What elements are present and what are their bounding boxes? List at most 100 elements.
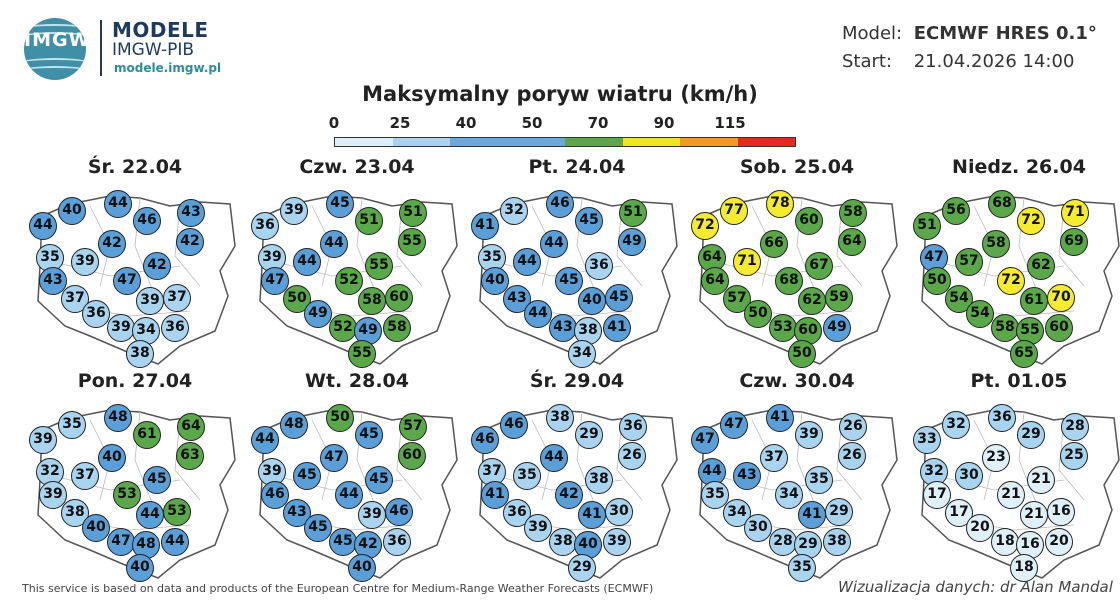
station-marker: 26	[839, 413, 867, 441]
station-marker: 60	[385, 284, 413, 312]
station-marker: 40	[578, 287, 606, 315]
start-label: Start:	[842, 51, 893, 72]
station-marker: 62	[798, 287, 826, 315]
station-marker: 69	[1060, 228, 1088, 256]
station-marker: 58	[383, 314, 411, 342]
scale-segment	[392, 138, 450, 146]
station-marker: 53	[113, 481, 141, 509]
ecmwf-attribution: This service is based on data and produc…	[22, 582, 654, 595]
station-marker: 44	[335, 481, 363, 509]
model-info: Model: ECMWF HRES 0.1° Start: 21.04.2026…	[842, 20, 1097, 76]
station-marker: 18	[1010, 554, 1038, 582]
station-marker: 30	[744, 514, 772, 542]
station-marker: 36	[619, 413, 647, 441]
station-marker: 39	[603, 528, 631, 556]
station-marker: 67	[805, 252, 833, 280]
station-marker: 44	[320, 230, 348, 258]
province-border	[616, 205, 643, 287]
forecast-panel: Śr. 22.04 40 44 46 43 44 42 42 35 39 47 42 43 37 39 37 3…	[29, 156, 240, 371]
station-marker: 20	[966, 514, 994, 542]
station-marker: 78	[766, 190, 794, 218]
logo-subtitle: IMGW-PIB	[112, 40, 195, 60]
poland-map: 32 36 29 28 33 23 25 32 30 21 21 17 17 21 16 20 18 16 20 18	[913, 400, 1120, 582]
station-marker: 44	[293, 248, 321, 276]
station-marker: 55	[348, 340, 376, 368]
panel-date-title: Pt. 01.05	[970, 370, 1068, 392]
station-marker: 42	[176, 228, 204, 256]
poland-map: 39 45 51 51 36 44 55 39 44 52 55 47 50 58 60 49 52 49 58 55	[251, 186, 462, 368]
station-marker: 60	[1045, 314, 1073, 342]
station-marker: 51	[355, 207, 383, 235]
forecast-panel: Pt. 24.04 32 46 45 51 41 44 49 35 44 45 36 40 43 40 45 4…	[471, 156, 682, 371]
station-marker: 36	[82, 300, 110, 328]
station-marker: 35	[513, 462, 541, 490]
station-marker: 48	[104, 404, 132, 432]
station-marker: 60	[398, 442, 426, 470]
panel-date-title: Czw. 23.04	[299, 156, 415, 178]
station-marker: 57	[955, 248, 983, 276]
scale-segment	[622, 138, 680, 146]
station-marker: 38	[549, 528, 577, 556]
forecast-panel: Sob. 25.04 77 78 60 58 72 66 64 64 71 68 67 64 57 62 59…	[691, 156, 902, 371]
scale-segment	[507, 138, 565, 146]
station-marker: 36	[503, 499, 531, 527]
station-marker: 16	[1016, 531, 1044, 559]
station-marker: 62	[1027, 252, 1055, 280]
station-marker: 38	[126, 340, 154, 368]
page-title: Maksymalny poryw wiatru (km/h)	[362, 82, 758, 106]
station-marker: 35	[788, 554, 816, 582]
station-marker: 44	[29, 212, 57, 240]
station-marker: 28	[769, 528, 797, 556]
station-marker: 64	[701, 267, 729, 295]
model-label: Model:	[842, 23, 903, 44]
station-marker: 50	[923, 267, 951, 295]
scale-segment	[450, 138, 508, 146]
station-marker: 55	[398, 228, 426, 256]
station-marker: 45	[326, 190, 354, 218]
station-marker: 39	[795, 421, 823, 449]
logo-url-link[interactable]: modele.imgw.pl	[114, 61, 222, 75]
station-marker: 46	[546, 190, 574, 218]
station-marker: 40	[126, 554, 154, 582]
station-marker: 39	[107, 314, 135, 342]
author-credit: Wizualizacja danych: dr Alan Mandal	[838, 578, 1113, 596]
station-marker: 55	[365, 252, 393, 280]
forecast-panel: Czw. 23.04 39 45 51 51 36 44 55 39 44 52 55 47 50 58 60…	[251, 156, 462, 371]
station-marker: 35	[36, 244, 64, 272]
station-marker: 46	[385, 498, 413, 526]
station-marker: 58	[982, 230, 1010, 258]
station-marker: 35	[58, 411, 86, 439]
station-marker: 39	[358, 501, 386, 529]
station-marker: 45	[355, 421, 383, 449]
logo-divider	[100, 20, 102, 76]
station-marker: 36	[251, 212, 279, 240]
station-marker: 57	[399, 413, 427, 441]
station-marker: 47	[691, 426, 719, 454]
province-border	[836, 205, 863, 287]
station-marker: 36	[383, 528, 411, 556]
station-marker: 25	[1060, 442, 1088, 470]
panel-date-title: Pt. 24.04	[528, 156, 626, 178]
scale-segment	[565, 138, 623, 146]
station-marker: 36	[988, 404, 1016, 432]
poland-map: 47 41 39 26 47 37 26 44 43 34 35 35 34 41 29 30 28 29 38 35	[691, 400, 902, 582]
panel-date-title: Wt. 28.04	[305, 370, 409, 392]
station-marker: 40	[98, 444, 126, 472]
scale-tick-label: 25	[389, 114, 411, 132]
station-marker: 38	[823, 528, 851, 556]
scale-segment	[737, 138, 795, 146]
poland-map: 56 68 72 71 51 58 69 47 57 72 62 50 54 61 70 54 58 55 60 65	[913, 186, 1120, 368]
province-border	[174, 205, 201, 287]
station-marker: 18	[991, 528, 1019, 556]
station-marker: 72	[997, 267, 1025, 295]
poland-map: 77 78 60 58 72 66 64 64 71 68 67 64 57 62 59 50 53 60 49 50	[691, 186, 902, 368]
station-marker: 44	[540, 230, 568, 258]
station-marker: 41	[578, 501, 606, 529]
poland-map: 40 44 46 43 44 42 42 35 39 47 42 43 37 39 37 36 39 34 36 38	[29, 186, 240, 368]
station-marker: 47	[320, 444, 348, 472]
station-marker: 50	[744, 300, 772, 328]
forecast-panel: Wt. 28.04 48 50 45 57 44 47 60 39 45 44 45 46 43 39 46 4…	[251, 370, 462, 585]
station-marker: 36	[585, 252, 613, 280]
station-marker: 47	[107, 528, 135, 556]
station-marker: 58	[358, 287, 386, 315]
